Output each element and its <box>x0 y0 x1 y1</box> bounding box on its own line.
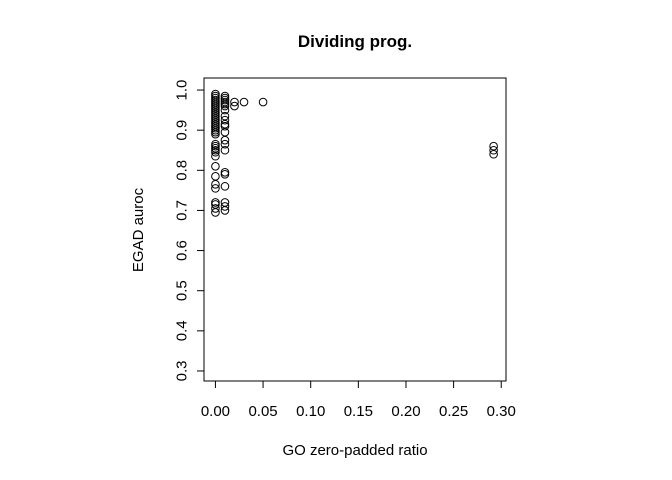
data-point <box>211 147 220 157</box>
data-point <box>211 151 220 161</box>
data-point <box>220 139 230 149</box>
data-point <box>211 129 220 139</box>
y-tick-label: 0.5 <box>174 280 191 301</box>
chart-title: Dividing prog. <box>298 32 412 51</box>
data-point <box>220 145 230 155</box>
x-tick-label: 0.25 <box>439 403 468 420</box>
data-point <box>220 202 230 211</box>
data-point <box>211 204 220 213</box>
data-point <box>220 115 230 125</box>
x-axis-title: GO zero-padded ratio <box>282 442 427 459</box>
y-tick-label: 0.4 <box>174 320 191 341</box>
data-point <box>220 170 230 179</box>
data-point <box>239 97 249 107</box>
data-points <box>211 89 498 217</box>
data-point <box>220 121 230 131</box>
data-point <box>211 161 220 171</box>
x-tick-label: 0.05 <box>248 403 277 420</box>
y-axis-title: EGAD auroc <box>130 187 147 272</box>
data-point <box>220 135 230 145</box>
data-point <box>258 97 268 107</box>
y-tick-label: 0.7 <box>174 200 191 221</box>
x-axis: 0.00 0.05 0.10 0.15 0.20 0.25 0.30 <box>201 380 516 420</box>
data-point <box>211 180 220 189</box>
y-axis: 0.3 0.4 0.5 0.6 0.7 0.8 0.9 1.0 <box>174 80 205 382</box>
y-tick-label: 0.6 <box>174 240 191 261</box>
data-point <box>489 149 498 159</box>
y-tick-label: 1.0 <box>174 80 191 101</box>
data-point <box>220 182 230 191</box>
x-tick-label: 0.20 <box>391 403 420 420</box>
plot-frame <box>203 77 507 382</box>
data-point <box>220 101 230 111</box>
x-tick-label: 0.30 <box>487 403 516 420</box>
y-tick-label: 0.9 <box>174 120 191 141</box>
data-point <box>230 97 239 107</box>
y-tick-label: 0.3 <box>174 361 191 382</box>
x-tick-label: 0.00 <box>201 403 230 420</box>
data-point <box>211 172 220 181</box>
data-point <box>211 208 220 217</box>
x-tick-label: 0.10 <box>296 403 325 420</box>
x-tick-label: 0.15 <box>344 403 373 420</box>
data-point <box>220 105 230 115</box>
data-point <box>211 184 220 193</box>
y-tick-label: 0.8 <box>174 160 191 181</box>
data-point <box>489 145 498 155</box>
data-point <box>230 101 239 111</box>
data-point <box>220 206 230 215</box>
